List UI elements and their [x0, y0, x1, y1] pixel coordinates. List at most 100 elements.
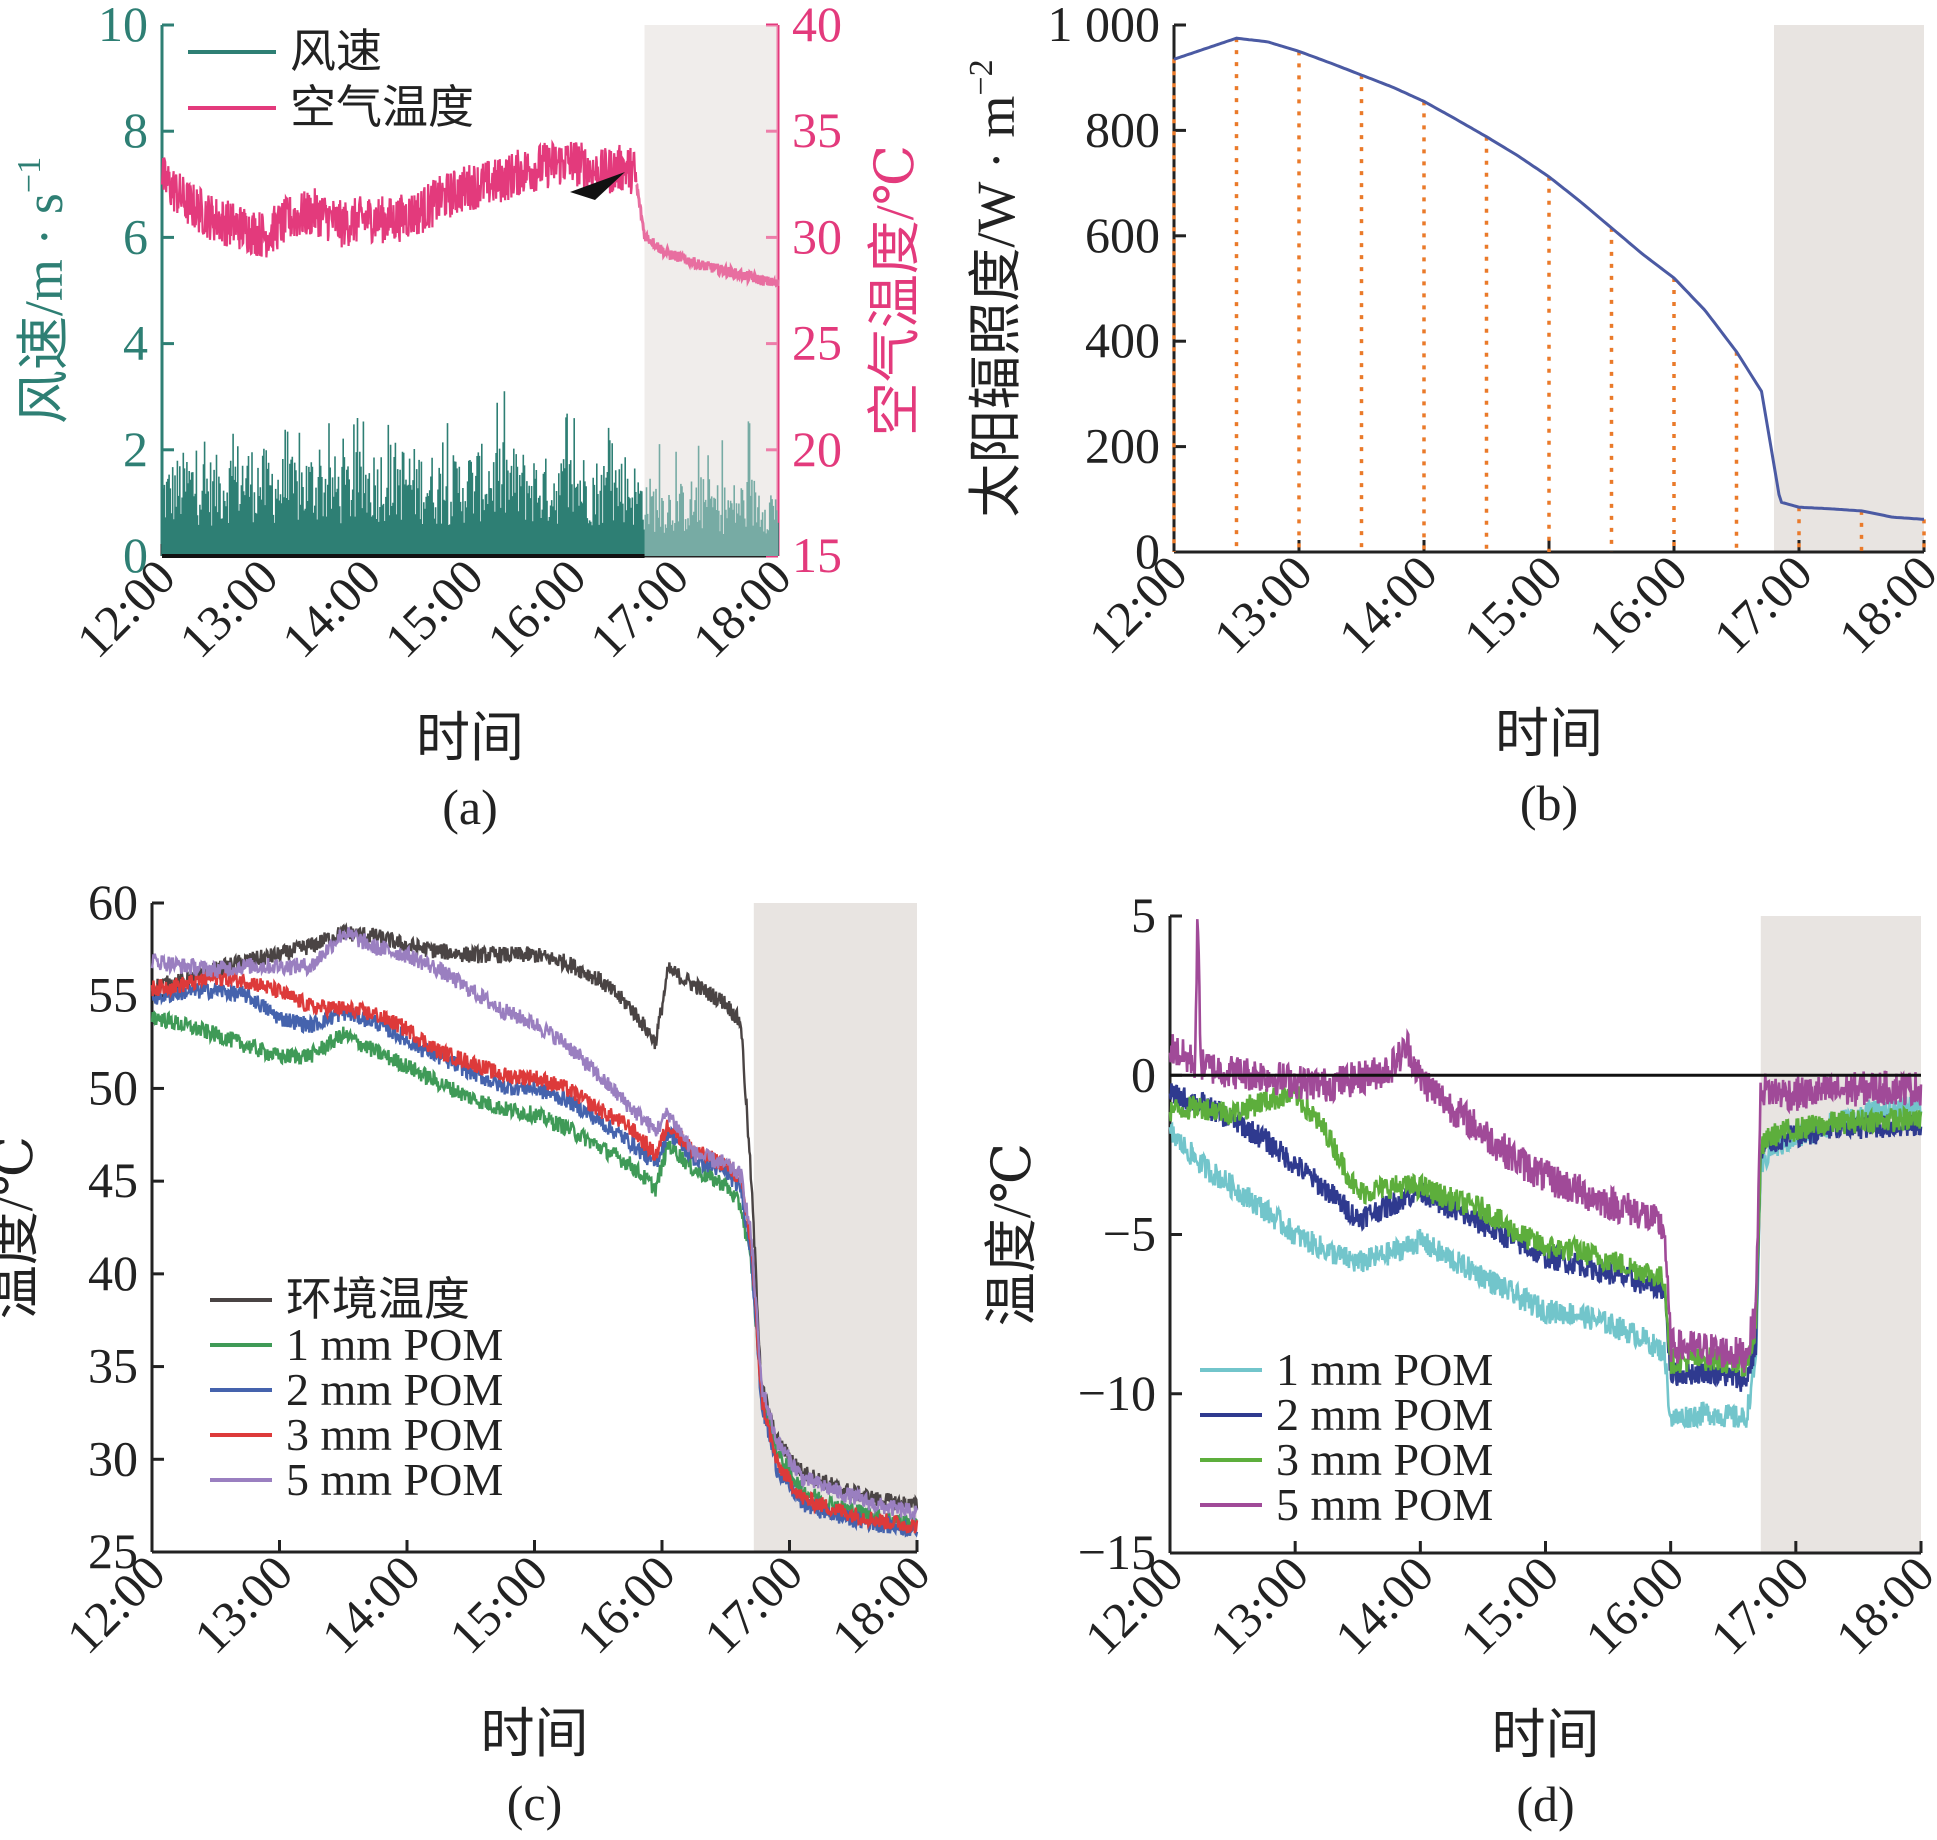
- y-tick-label: 30: [88, 1430, 138, 1486]
- y-tick-label: 8: [123, 102, 148, 158]
- y-tick-label: 25: [88, 1523, 138, 1579]
- y-tick-label: 0: [1131, 1046, 1156, 1102]
- y-tick-label: 2: [123, 421, 148, 477]
- y2-tick-label: 35: [792, 102, 842, 158]
- x-tick-label: 16:00: [1574, 1545, 1694, 1665]
- panel-label: (d): [1516, 1776, 1574, 1832]
- y-tick-label: 5: [1131, 887, 1156, 943]
- y-axis-label: 温度/℃: [982, 1143, 1042, 1326]
- legend-entry: 1 mm POM: [1276, 1344, 1493, 1395]
- x-tick-label: 17:00: [1699, 1545, 1819, 1665]
- y-tick-label: −10: [1078, 1365, 1156, 1421]
- x-tick-label: 18:00: [682, 548, 802, 668]
- y-tick-label: −15: [1078, 1524, 1156, 1580]
- legend-entry: 3 mm POM: [286, 1409, 503, 1460]
- y-tick-label: 0: [1135, 523, 1160, 579]
- y-tick-label: 1 000: [1048, 0, 1161, 52]
- x-tick-label: 13:00: [1199, 1545, 1319, 1665]
- x-tick-label: 13:00: [1203, 544, 1323, 664]
- x-tick-label: 17:00: [1703, 544, 1823, 664]
- legend-entry: 3 mm POM: [1276, 1434, 1493, 1485]
- x-tick-label: 18:00: [1825, 1545, 1937, 1665]
- x-tick-label: 16:00: [476, 548, 596, 668]
- y-tick-label: 6: [123, 208, 148, 264]
- night-shaded-region: [1760, 916, 1921, 1553]
- y-tick-label: 4: [123, 315, 148, 371]
- temperature-series-4: [150, 927, 919, 1521]
- y-tick-label: 55: [88, 967, 138, 1023]
- y-axis-label: 太阳辐照度/W · m−2: [963, 59, 1026, 517]
- y-tick-label: 35: [88, 1338, 138, 1394]
- x-tick-label: 13:00: [168, 548, 288, 668]
- legend-entry: 5 mm POM: [1276, 1479, 1493, 1530]
- x-tick-label: 15:00: [438, 1544, 558, 1664]
- y-axis-label-sup: −2: [963, 59, 1000, 95]
- x-tick-label: 16:00: [566, 1544, 686, 1664]
- solar-irradiance-series: [1173, 36, 1925, 521]
- y-axis-label-text: 温度/℃: [982, 1143, 1042, 1326]
- temperature-difference-series-0: [1168, 1092, 1923, 1430]
- y-tick-label: 60: [88, 874, 138, 930]
- x-axis-label: 时间: [1492, 1705, 1600, 1765]
- x-axis-label: 时间: [1495, 704, 1603, 764]
- y-tick-label: 50: [88, 1059, 138, 1115]
- y2-axis-label: 空气温度/℃: [865, 145, 925, 436]
- annotation-arrow: [570, 172, 625, 200]
- y-tick-label: −5: [1103, 1206, 1156, 1262]
- temperature-series-1: [150, 1010, 918, 1531]
- temperature-series-2: [151, 981, 919, 1538]
- y-tick-label: 600: [1085, 207, 1160, 263]
- temperature-difference-series-3: [1168, 919, 1923, 1373]
- legend-entry: 2 mm POM: [286, 1364, 503, 1415]
- y-axis-label-text: 风速/m · s: [14, 193, 74, 424]
- y-tick-label: 800: [1085, 101, 1160, 157]
- air-temperature-series-night: [635, 183, 780, 288]
- y2-tick-label: 25: [792, 315, 842, 371]
- y2-tick-label: 40: [792, 0, 842, 52]
- shade-overlay: [644, 25, 778, 556]
- x-tick-label: 14:00: [271, 548, 391, 668]
- y-axis-label: 风速/m · s−1: [11, 157, 74, 424]
- y-tick-label: 200: [1085, 418, 1160, 474]
- legend-entry: 空气温度: [290, 82, 474, 133]
- x-tick-label: 17:00: [693, 1544, 813, 1664]
- x-tick-label: 14:00: [311, 1544, 431, 1664]
- legend-entry: 1 mm POM: [286, 1319, 503, 1370]
- x-tick-label: 14:00: [1324, 1545, 1444, 1665]
- x-tick-label: 15:00: [1453, 544, 1573, 664]
- y-tick-label: 400: [1085, 312, 1160, 368]
- y2-tick-label: 15: [792, 527, 842, 583]
- x-tick-label: 18:00: [821, 1544, 941, 1664]
- y-tick-label: 40: [88, 1245, 138, 1301]
- y-axis-label-text: 太阳辐照度/W · m: [966, 96, 1026, 518]
- legend-entry: 环境温度: [286, 1274, 470, 1325]
- x-tick-label: 17:00: [579, 548, 699, 668]
- night-shaded-region: [644, 25, 778, 556]
- y-tick-label: 10: [98, 0, 148, 52]
- legend-entry: 5 mm POM: [286, 1454, 503, 1505]
- wind-speed-series: [161, 391, 779, 556]
- legend-entry: 风速: [290, 26, 382, 77]
- y-axis-label-sup: −1: [11, 157, 48, 193]
- x-axis-label: 时间: [481, 1704, 589, 1764]
- temperature-series-3: [150, 968, 919, 1535]
- panel-label: (b): [1520, 775, 1578, 831]
- panel-label: (c): [507, 1775, 563, 1831]
- legend-entry: 2 mm POM: [1276, 1389, 1493, 1440]
- x-tick-label: 18:00: [1828, 544, 1937, 664]
- night-shaded-region: [1774, 25, 1924, 552]
- x-tick-label: 16:00: [1578, 544, 1698, 664]
- panel-a: 024681012:0013:0014:0015:0016:0017:0018:…: [11, 0, 925, 835]
- panel-label: (a): [442, 779, 498, 835]
- y-axis-label-text: 温度/℃: [0, 1136, 44, 1319]
- x-tick-label: 13:00: [183, 1544, 303, 1664]
- y2-tick-label: 20: [792, 421, 842, 477]
- x-tick-label: 14:00: [1328, 544, 1448, 664]
- x-tick-label: 15:00: [374, 548, 494, 668]
- x-tick-label: 15:00: [1449, 1545, 1569, 1665]
- y-tick-label: 0: [123, 527, 148, 583]
